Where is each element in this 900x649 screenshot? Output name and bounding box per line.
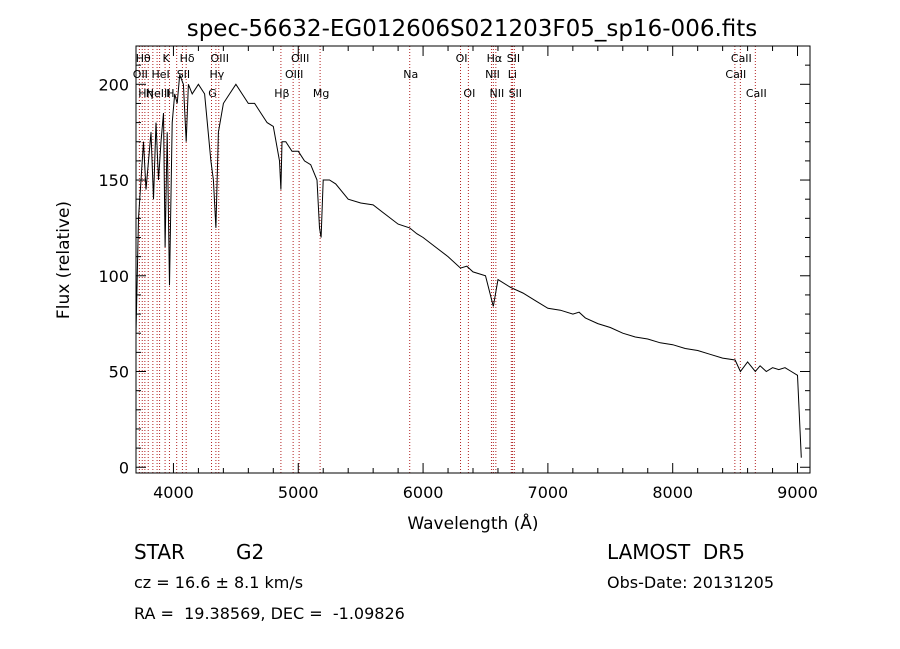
y-tick-label-3: 150 (98, 171, 129, 190)
spectral-line-markers (138, 46, 756, 473)
y-axis-ticks: 0 50 100 150 200 (98, 64, 810, 477)
line-label-7: K (162, 52, 170, 65)
line-label-23: Hα (487, 52, 503, 65)
line-label-6: HeI (151, 68, 169, 81)
spectrum-line (135, 74, 802, 458)
ra-dec-coordinates: RA = 19.38569, DEC = -1.09826 (134, 604, 405, 623)
x-tick-label-3: 7000 (528, 483, 569, 502)
line-label-2: Hη (138, 87, 153, 100)
y-tick-label-1: 50 (109, 363, 129, 382)
line-label-18: Mg (313, 87, 329, 100)
line-label-29: CaII (731, 52, 752, 65)
x-axis-label: Wavelength (Å) (407, 512, 538, 534)
survey-name: LAMOST DR5 (607, 540, 745, 564)
line-label-25: Li (508, 68, 517, 81)
chart-title: spec-56632-EG012606S021203F05_sp16-006.f… (187, 16, 758, 42)
spectral-line-labels: OIIHθHηNeIIIHeIKHSIIHδGHγOIIIHβOIIIOIIIM… (133, 52, 767, 100)
line-label-21: OI (463, 87, 475, 100)
plot-frame (135, 45, 811, 474)
line-label-16: OIII (285, 68, 303, 81)
x-tick-label-2: 6000 (403, 483, 444, 502)
line-label-19: Na (403, 68, 418, 81)
line-label-20: OI (456, 52, 468, 65)
y-tick-label-0: 0 (119, 458, 129, 477)
y-tick-label-2: 100 (98, 267, 129, 286)
x-tick-label-0: 4000 (153, 483, 194, 502)
line-label-26: SII (507, 52, 520, 65)
line-label-0: OII (133, 68, 148, 81)
x-tick-label-5: 9000 (777, 483, 818, 502)
y-tick-label-4: 200 (98, 75, 129, 94)
line-label-5: NeIII (146, 87, 171, 100)
line-label-30: CaII (746, 87, 767, 100)
x-tick-label-1: 5000 (278, 483, 319, 502)
line-label-17: OIII (291, 52, 309, 65)
line-label-14: OIII (211, 52, 229, 65)
redshift-cz: cz = 16.6 ± 8.1 km/s (134, 573, 304, 592)
y-axis-label: Flux (relative) (54, 201, 74, 319)
line-label-27: SII (509, 87, 522, 100)
x-axis-ticks: 4000 5000 6000 7000 8000 9000 (153, 46, 818, 502)
object-subclass: G2 (236, 540, 265, 564)
line-label-22: NII (485, 68, 500, 81)
line-label-10: SII (177, 68, 190, 81)
line-label-8: H (166, 87, 174, 100)
object-class: STAR (134, 540, 185, 564)
line-label-24: NII (489, 87, 504, 100)
line-label-13: Hγ (209, 68, 224, 81)
line-label-12: G (208, 87, 217, 100)
obs-date: Obs-Date: 20131205 (607, 573, 775, 592)
line-label-1: Hθ (136, 52, 151, 65)
line-label-11: Hδ (180, 52, 195, 65)
line-label-28: CaII (725, 68, 746, 81)
x-tick-label-4: 8000 (652, 483, 693, 502)
line-label-15: Hβ (274, 87, 289, 100)
